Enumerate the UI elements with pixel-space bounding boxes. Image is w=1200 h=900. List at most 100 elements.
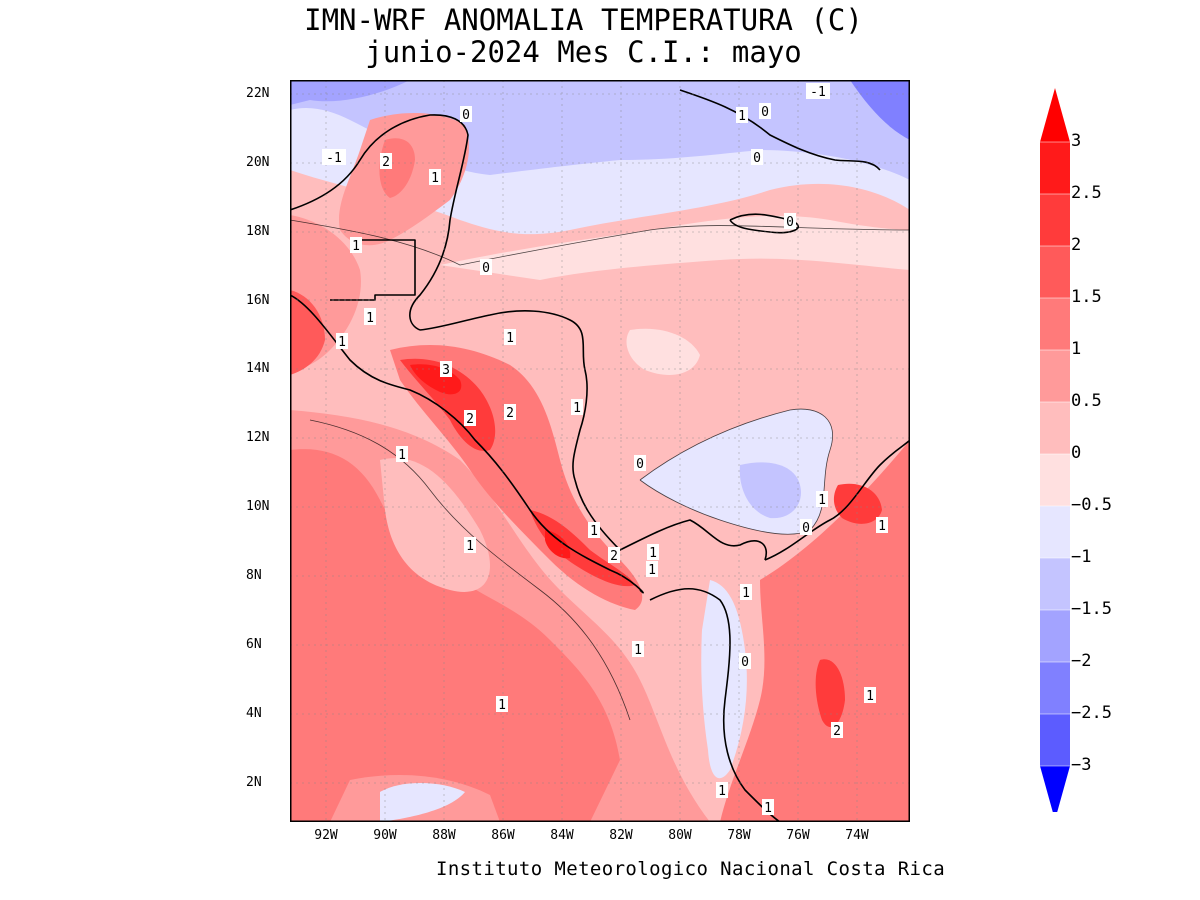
contour-label: 1 <box>396 446 408 463</box>
colorbar-tick-label: −2 <box>1071 651 1092 671</box>
contour-label: 1 <box>864 687 876 704</box>
anomaly-zone-colombia-cool <box>701 580 747 779</box>
contour-label: 1 <box>762 799 774 816</box>
colorbar-tick-label: −1.5 <box>1071 599 1112 619</box>
contour-label: 0 <box>751 149 763 166</box>
contour-line-zero-caribbean <box>639 408 833 535</box>
contour-label: 0 <box>634 455 646 472</box>
svg-text:0: 0 <box>761 105 769 120</box>
contour-label: 1 <box>588 522 600 539</box>
colorbar-swatch <box>1040 506 1070 558</box>
anomaly-zone-pacific-pink <box>380 458 490 592</box>
coastline-panama <box>574 479 767 561</box>
credit-text: Instituto Meteorologico Nacional Costa R… <box>436 858 946 880</box>
lon-label: 88W <box>432 828 456 843</box>
contour-label: 1 <box>647 544 659 561</box>
contour-label: -1 <box>322 149 346 166</box>
svg-text:1: 1 <box>764 801 772 816</box>
colorbar-swatch <box>1040 298 1070 350</box>
colorbar-swatch <box>1040 558 1070 610</box>
svg-text:1: 1 <box>878 519 886 534</box>
contour-label: 1 <box>736 107 748 124</box>
svg-text:2: 2 <box>610 549 618 564</box>
contour-label: 2 <box>464 410 476 427</box>
contour-label: 1 <box>364 309 376 326</box>
svg-text:2: 2 <box>833 724 841 739</box>
svg-text:0: 0 <box>482 261 490 276</box>
lat-label: 8N <box>246 568 262 583</box>
contour-label: 1 <box>646 561 658 578</box>
colorbar-swatch <box>1040 142 1070 194</box>
anomaly-zone-gulf-papagayo-hot <box>545 530 571 559</box>
lat-label: 18N <box>246 224 270 239</box>
coastline-colombia-caribbean <box>764 439 910 561</box>
coastline-cuba <box>679 89 881 171</box>
lat-label: 22N <box>246 86 270 101</box>
contour-label: 3 <box>440 361 452 378</box>
colorbar-swatch <box>1040 246 1070 298</box>
contour-label: 1 <box>496 696 508 713</box>
contour-label: 1 <box>504 329 516 346</box>
lat-label: 4N <box>246 706 262 721</box>
contour-line-zero-north <box>290 219 910 266</box>
colorbar-swatch <box>1040 194 1070 246</box>
contour-label: 1 <box>740 584 752 601</box>
anomaly-zone-costa-rica-hot <box>530 510 635 587</box>
contour-label: 2 <box>608 547 620 564</box>
colorbar-swatch <box>1040 662 1070 714</box>
colorbar-tick-label: 2.5 <box>1071 183 1102 203</box>
colorbar-tick-label: −0.5 <box>1071 495 1112 515</box>
contour-label: 1 <box>464 537 476 554</box>
colorbar-over-triangle <box>1040 88 1070 142</box>
svg-text:1: 1 <box>506 331 514 346</box>
colorbar-tick-label: 3 <box>1071 131 1082 151</box>
lat-label: 16N <box>246 293 270 308</box>
contour-label: 1 <box>350 237 362 254</box>
lon-label: 74W <box>845 828 869 843</box>
anomaly-zone-venezuela-hot <box>833 483 882 524</box>
colorbar-swatch <box>1040 402 1070 454</box>
svg-text:0: 0 <box>462 108 470 123</box>
contour-label: 0 <box>480 259 492 276</box>
svg-text:0: 0 <box>786 215 794 230</box>
lon-label: 78W <box>727 828 751 843</box>
coastline-colombia-pacific <box>649 588 781 822</box>
svg-text:1: 1 <box>466 539 474 554</box>
svg-text:3: 3 <box>442 363 450 378</box>
colorbar-tick-label: 0.5 <box>1071 391 1102 411</box>
contour-label: -1 <box>806 83 830 100</box>
colorbar-tick-label: −3 <box>1071 755 1092 775</box>
svg-text:1: 1 <box>573 401 581 416</box>
coastline-gulf-honduras <box>419 310 588 481</box>
anomaly-zone-ne-cool <box>850 80 910 140</box>
anomaly-map: 0 -1 1 2 1 0 -1 1 0 0 0 1 1 1 1 3 2 2 1 … <box>290 80 910 822</box>
anomaly-zone-mexico-warmer <box>290 290 325 375</box>
contour-label: 1 <box>429 169 441 186</box>
svg-text:1: 1 <box>866 689 874 704</box>
svg-text:1: 1 <box>649 546 657 561</box>
svg-text:1: 1 <box>818 493 826 508</box>
contour-label: 0 <box>784 213 796 230</box>
lon-label: 90W <box>373 828 397 843</box>
colorbar-under-triangle <box>1040 766 1070 812</box>
lon-label: 76W <box>786 828 810 843</box>
lat-label: 20N <box>246 155 270 170</box>
lat-label: 2N <box>246 775 262 790</box>
svg-text:0: 0 <box>802 521 810 536</box>
contour-label: 1 <box>716 782 728 799</box>
contour-label: 0 <box>460 106 472 123</box>
svg-text:1: 1 <box>718 784 726 799</box>
svg-text:1: 1 <box>590 524 598 539</box>
lat-label: 14N <box>246 361 270 376</box>
colorbar-swatch <box>1040 714 1070 766</box>
lon-label: 84W <box>550 828 574 843</box>
colorbar-tick-label: 2 <box>1071 235 1082 255</box>
contour-label: 0 <box>759 103 771 120</box>
lon-label: 86W <box>491 828 515 843</box>
lat-label: 6N <box>246 637 262 652</box>
colorbar-tick-label: −2.5 <box>1071 703 1112 723</box>
title-line-2: junio-2024 Mes C.I.: mayo <box>365 35 802 69</box>
svg-text:1: 1 <box>648 563 656 578</box>
svg-text:1: 1 <box>738 109 746 124</box>
anomaly-zone-caribbean-lift <box>626 328 700 375</box>
